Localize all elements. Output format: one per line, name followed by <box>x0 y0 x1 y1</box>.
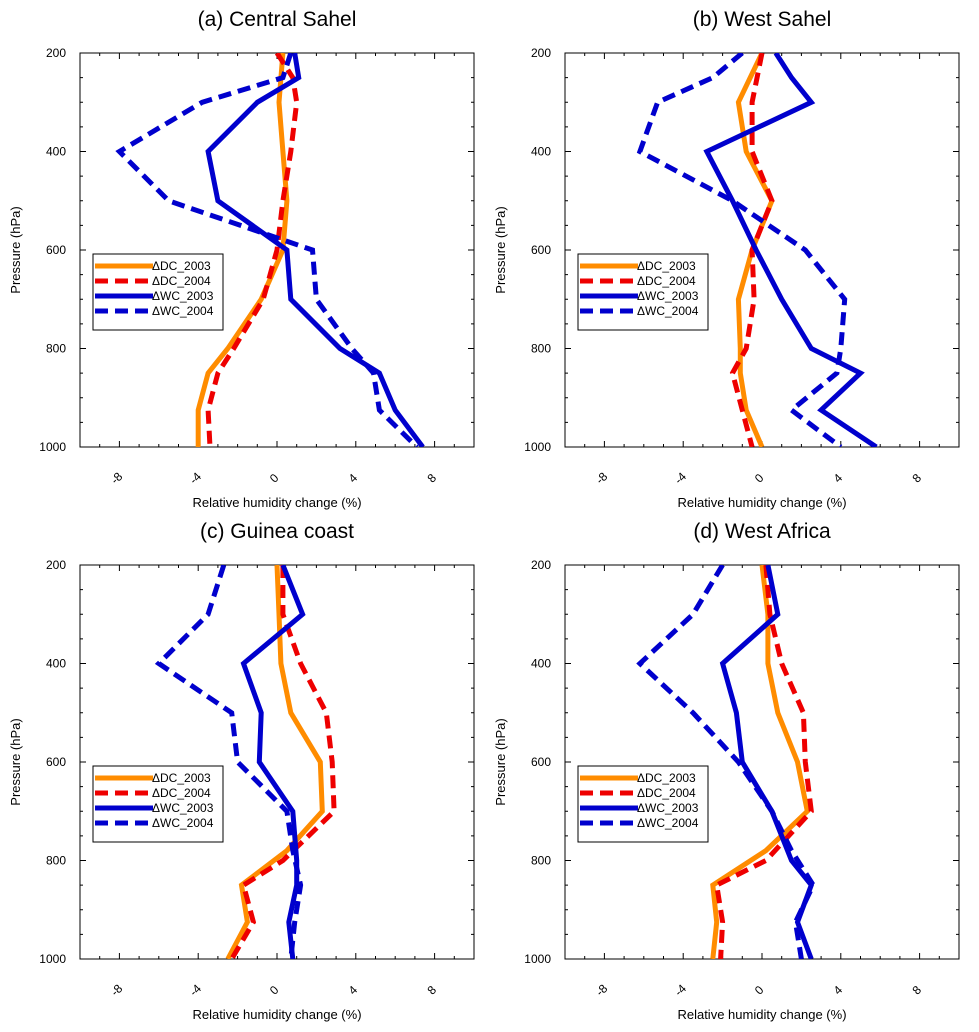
x-tick-label: 0 <box>752 983 767 998</box>
y-tick-label: 600 <box>46 755 66 769</box>
series-line-wc_2004 <box>115 53 419 447</box>
y-tick-label: 400 <box>531 657 551 671</box>
chart-title: (d) West Africa <box>693 520 831 543</box>
y-axis-label: Pressure (hPa) <box>493 206 508 293</box>
y-axis-label: Pressure (hPa) <box>8 206 23 293</box>
legend-label: ΔWC_2004 <box>152 816 214 830</box>
chart-title: (c) Guinea coast <box>200 520 354 543</box>
y-tick-label: 1000 <box>39 952 66 966</box>
y-tick-label: 1000 <box>524 440 551 454</box>
legend-label: ΔDC_2004 <box>637 786 696 800</box>
series-line-dc_2003 <box>735 53 775 447</box>
legend-label: ΔDC_2004 <box>152 786 211 800</box>
legend-label: ΔWC_2004 <box>152 304 214 318</box>
x-tick-label: -4 <box>187 981 205 999</box>
series-group <box>636 53 878 447</box>
x-tick-label: -4 <box>672 981 690 999</box>
chart-title: (a) Central Sahel <box>198 8 357 31</box>
legend-label: ΔDC_2004 <box>152 274 211 288</box>
legend-label: ΔWC_2003 <box>637 289 699 303</box>
x-tick-label: 4 <box>831 471 846 486</box>
x-axis-label: Relative humidity change (%) <box>192 1007 361 1022</box>
chart-panel-2: (c) Guinea coast -8 -4 0 4 8 200 400 600 800 1000 R… <box>8 520 475 1022</box>
series-line-dc_2004 <box>229 565 337 959</box>
chart-panel-0: (a) Central Sahel -8 -4 0 4 8 200 400 600 800 1000… <box>8 8 475 510</box>
series-line-wc_2003 <box>703 53 878 447</box>
y-tick-label: 1000 <box>39 440 66 454</box>
x-tick-label: 8 <box>909 983 924 998</box>
series-line-dc_2003 <box>195 53 290 447</box>
x-tick-label: -8 <box>593 981 611 999</box>
x-axis-label: Relative humidity change (%) <box>192 495 361 510</box>
x-tick-label: 4 <box>346 983 361 998</box>
x-tick-label: 0 <box>267 471 282 486</box>
series-line-dc_2003 <box>710 565 811 959</box>
y-tick-label: 600 <box>531 243 551 257</box>
y-tick-label: 800 <box>46 342 66 356</box>
legend-label: ΔWC_2003 <box>152 289 214 303</box>
series-line-wc_2003 <box>205 53 425 447</box>
y-tick-label: 200 <box>46 558 66 572</box>
series-line-wc_2004 <box>154 565 304 959</box>
x-tick-label: -8 <box>593 469 611 487</box>
series-line-wc_2004 <box>636 53 848 447</box>
legend-label: ΔDC_2003 <box>152 771 211 785</box>
x-tick-label: 8 <box>909 471 924 486</box>
x-tick-label: 4 <box>346 471 361 486</box>
y-axis-label: Pressure (hPa) <box>8 718 23 805</box>
legend-label: ΔWC_2003 <box>152 801 214 815</box>
series-line-dc_2004 <box>205 53 300 447</box>
x-tick-label: 8 <box>424 983 439 998</box>
x-tick-label: -4 <box>187 469 205 487</box>
chart-title: (b) West Sahel <box>693 8 832 31</box>
x-tick-label: 0 <box>752 471 767 486</box>
x-tick-label: -4 <box>672 469 690 487</box>
y-tick-label: 400 <box>46 657 66 671</box>
legend-label: ΔDC_2004 <box>637 274 696 288</box>
x-axis-label: Relative humidity change (%) <box>677 495 846 510</box>
chart-panel-3: (d) West Africa -8 -4 0 4 8 200 400 600 800 1000 Re… <box>493 520 960 1022</box>
x-tick-label: 8 <box>424 471 439 486</box>
series-line-wc_2004 <box>636 565 817 959</box>
y-tick-label: 400 <box>46 145 66 159</box>
y-tick-label: 800 <box>531 342 551 356</box>
series-group <box>636 565 817 959</box>
x-tick-label: -8 <box>108 981 126 999</box>
series-group <box>154 565 337 959</box>
legend-label: ΔDC_2003 <box>637 771 696 785</box>
y-tick-label: 800 <box>46 854 66 868</box>
legend-label: ΔDC_2003 <box>637 259 696 273</box>
chart-panel-1: (b) West Sahel -8 -4 0 4 8 200 400 600 800 1000 Rel… <box>493 8 960 510</box>
y-tick-label: 600 <box>531 755 551 769</box>
series-group <box>115 53 425 447</box>
legend-label: ΔWC_2004 <box>637 816 699 830</box>
series-line-dc_2004 <box>713 565 814 959</box>
y-tick-label: 200 <box>46 46 66 60</box>
plot-frame <box>564 564 960 960</box>
y-tick-label: 1000 <box>524 952 551 966</box>
x-tick-label: 0 <box>267 983 282 998</box>
y-axis-label: Pressure (hPa) <box>493 718 508 805</box>
x-tick-label: 4 <box>831 983 846 998</box>
y-tick-label: 200 <box>531 46 551 60</box>
x-tick-label: -8 <box>108 469 126 487</box>
y-tick-label: 600 <box>46 243 66 257</box>
series-line-dc_2004 <box>729 53 775 447</box>
y-tick-label: 400 <box>531 145 551 159</box>
series-line-dc_2003 <box>225 565 325 959</box>
plot-frame <box>564 52 960 448</box>
series-line-wc_2003 <box>240 565 306 959</box>
y-tick-label: 200 <box>531 558 551 572</box>
x-axis-label: Relative humidity change (%) <box>677 1007 846 1022</box>
y-tick-label: 800 <box>531 854 551 868</box>
legend-label: ΔWC_2003 <box>637 801 699 815</box>
legend-label: ΔDC_2003 <box>152 259 211 273</box>
legend-label: ΔWC_2004 <box>637 304 699 318</box>
